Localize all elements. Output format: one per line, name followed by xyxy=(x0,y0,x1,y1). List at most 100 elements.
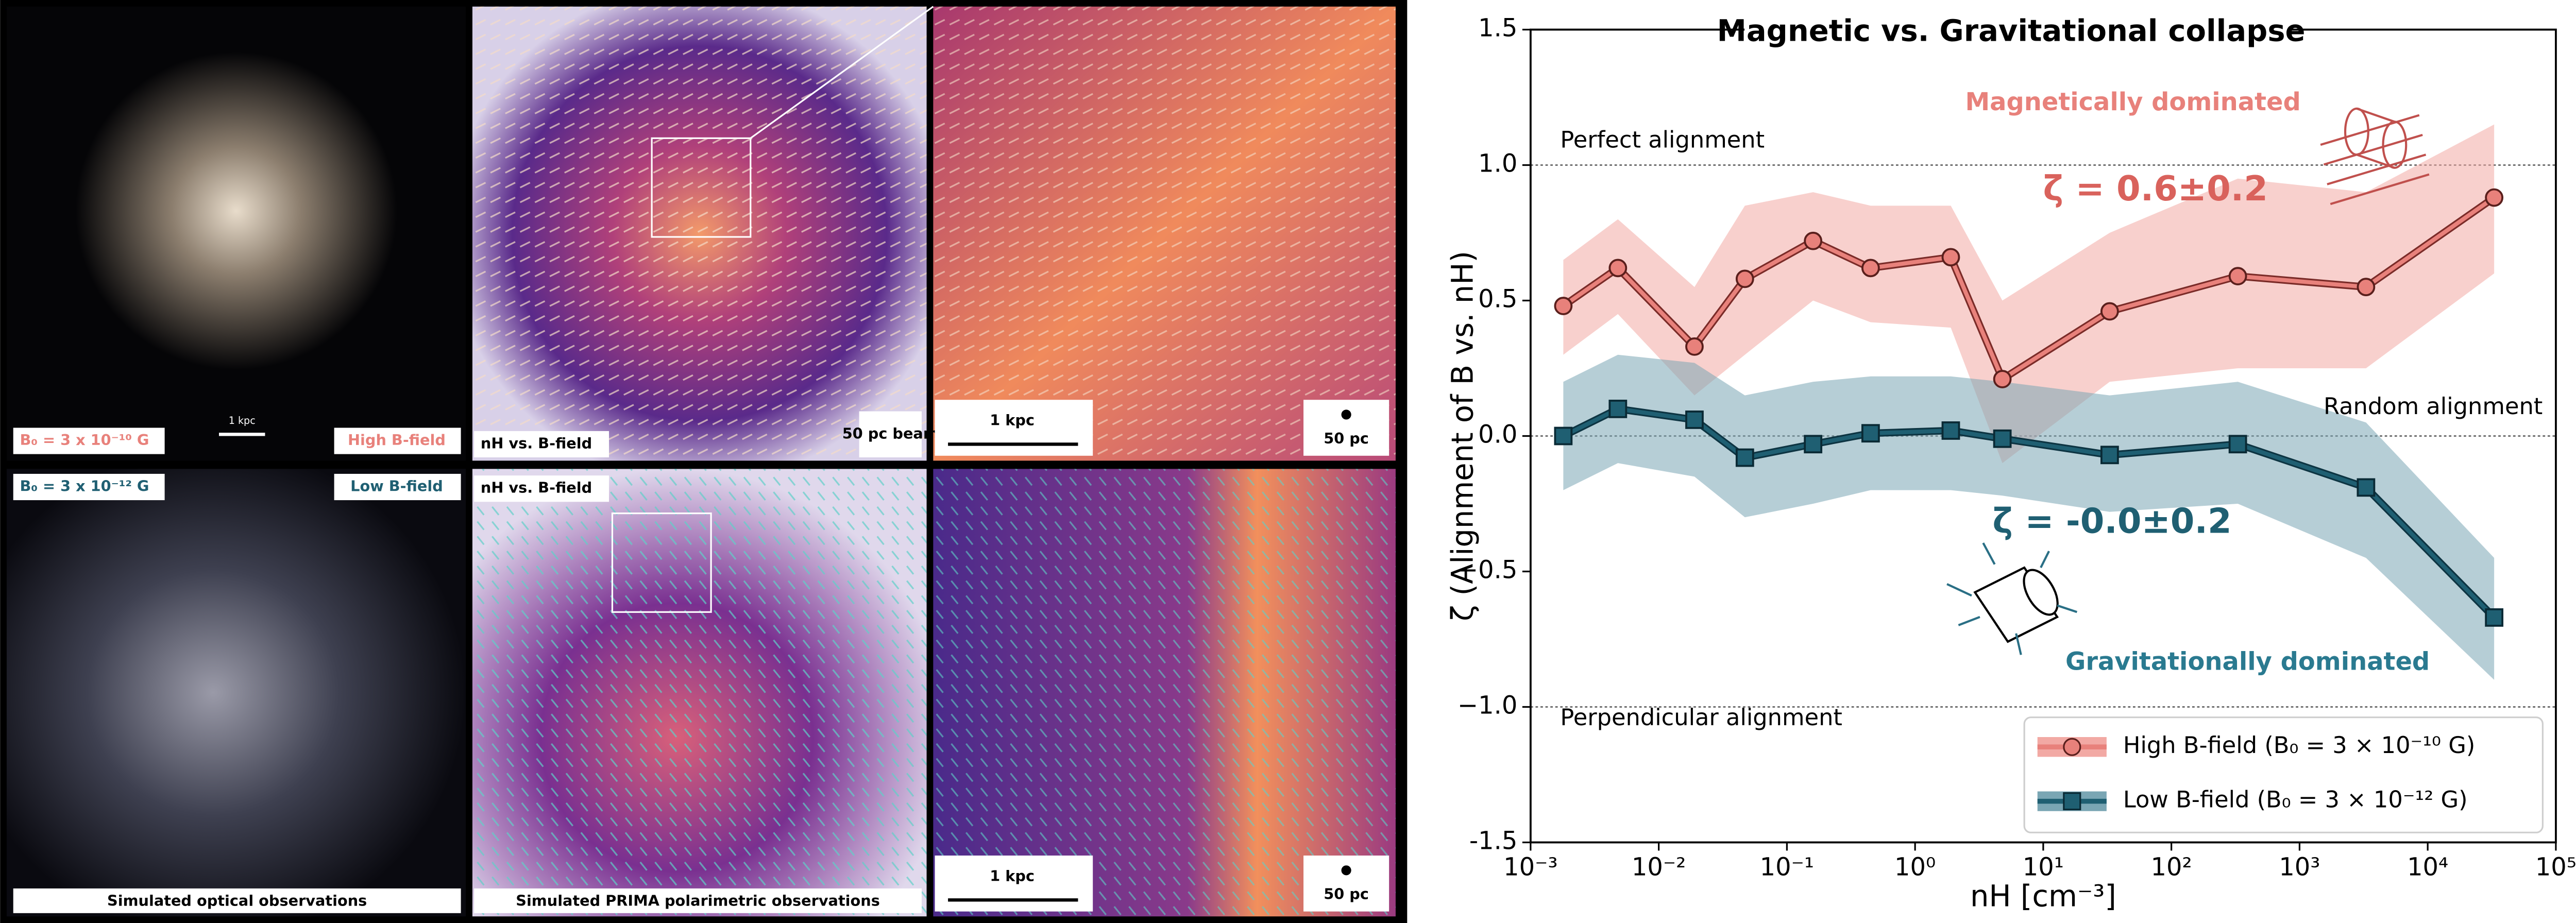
zoom-connector xyxy=(750,6,934,139)
label-box xyxy=(1303,400,1389,456)
polarization-vectors xyxy=(933,469,1396,917)
panel-caption: Simulated optical observations xyxy=(107,892,367,909)
polarization-vectors xyxy=(472,6,927,461)
title-background xyxy=(1744,13,2288,53)
data-point xyxy=(1861,259,1880,278)
label-box xyxy=(13,888,461,913)
data-point xyxy=(1554,426,1573,446)
panel-label: Low B-field xyxy=(350,477,443,495)
optical-image-low xyxy=(6,469,466,917)
label-box xyxy=(935,856,1093,912)
x-tick-label: 10² xyxy=(2151,853,2192,882)
data-point xyxy=(1608,259,1628,278)
legend-box xyxy=(2023,716,2544,833)
label-box xyxy=(935,400,1093,456)
label-box xyxy=(13,473,165,501)
x-tick-label: 10⁴ xyxy=(2407,853,2448,882)
beam-dot xyxy=(1341,409,1351,420)
panel-label: nH vs. B-field xyxy=(481,434,592,452)
scale-label: 1 kpc xyxy=(990,412,1035,429)
y-tick-label: 0.5 xyxy=(1478,285,1517,313)
annotation: ζ = -0.0±0.2 xyxy=(1992,501,2231,541)
confidence-band xyxy=(1563,354,2495,680)
label-box xyxy=(334,473,461,501)
chart: -1.5 −1.0 −0.5 0.0 0.5 1.0 1.5 10⁻³ 10⁻² 10⁻¹ 10⁰ 1… xyxy=(1446,13,2576,914)
panel-label: B₀ = 3 x 10⁻¹² G xyxy=(20,477,149,495)
panel-label: High B-field xyxy=(348,431,446,449)
y-tick-label: 1.0 xyxy=(1478,149,1517,178)
data-point xyxy=(1941,421,1960,440)
panel-label: B₀ = 3 x 10⁻¹⁰ G xyxy=(20,431,149,449)
y-tick-label: 1.5 xyxy=(1478,14,1517,42)
beam-label: 50 pc xyxy=(1324,885,1369,903)
data-point xyxy=(2228,435,2247,454)
legend-marker xyxy=(2063,738,2081,756)
data-point xyxy=(1685,411,1704,429)
data-point xyxy=(1735,269,1754,288)
chart-title: Magnetic vs. Gravitational collapse xyxy=(1717,14,2306,48)
beam-label: 50 pc xyxy=(1324,430,1369,447)
x-tick-label: 10⁻³ xyxy=(1503,853,1557,882)
panel-label: nH vs. B-field xyxy=(481,479,592,497)
cylinder-magnetic xyxy=(2320,107,2430,206)
annotation: Perpendicular alignment xyxy=(1560,704,1842,731)
legend-label: Low B-field (B₀ = 3 × 10⁻¹² G) xyxy=(2123,786,2468,813)
data-point xyxy=(1804,435,1823,454)
beam-label: 50 pc beam xyxy=(842,424,939,442)
scale-label: 1 kpc xyxy=(990,867,1035,885)
series-line xyxy=(1562,406,2496,619)
data-point xyxy=(2100,302,2119,321)
label-box xyxy=(13,428,165,454)
scale-label: 1 kpc xyxy=(229,415,256,426)
data-point xyxy=(1735,448,1754,467)
y-tick-label: −1.0 xyxy=(1458,691,1517,720)
series-line xyxy=(1562,196,2496,382)
label-box xyxy=(474,475,609,502)
legend-label: High B-field (B₀ = 3 × 10⁻¹⁰ G) xyxy=(2123,731,2476,759)
label-box xyxy=(334,428,461,454)
optical-image-high xyxy=(6,6,466,461)
data-point xyxy=(1554,297,1573,315)
annotation: Perfect alignment xyxy=(1560,126,1765,153)
cylinder-gravitational xyxy=(1946,542,2078,655)
data-point xyxy=(1993,370,2012,388)
annotation: Magnetically dominated xyxy=(1965,88,2300,116)
polarization-vectors xyxy=(933,6,1396,461)
data-point xyxy=(1861,424,1880,443)
beam-dot xyxy=(1341,865,1351,876)
x-tick-label: 10³ xyxy=(2279,853,2320,882)
data-point xyxy=(2485,188,2504,207)
data-point xyxy=(2485,608,2504,627)
label-box xyxy=(859,411,922,458)
data-point xyxy=(2100,446,2119,465)
polarization-vectors xyxy=(472,469,927,917)
zoom-box xyxy=(651,137,752,238)
data-point xyxy=(2357,478,2376,497)
data-point xyxy=(2228,267,2247,286)
label-box xyxy=(474,888,922,913)
legend-marker xyxy=(2063,792,2081,811)
data-point xyxy=(1685,337,1704,356)
label-box xyxy=(1303,856,1389,912)
data-point xyxy=(1941,248,1960,267)
annotation: Random alignment xyxy=(2324,392,2543,420)
annotation: Gravitationally dominated xyxy=(2065,647,2430,676)
x-tick-label: 10⁻¹ xyxy=(1760,853,1814,882)
zoom-box xyxy=(611,512,712,613)
x-axis-label: nH [cm⁻³] xyxy=(1970,879,2116,914)
y-tick-label: −0.5 xyxy=(1458,556,1517,584)
x-tick-label: 10⁻² xyxy=(1632,853,1686,882)
data-point xyxy=(2357,278,2376,297)
x-tick-label: 10⁰ xyxy=(1894,853,1936,882)
y-axis-label: ζ (Alignment of B vs. nH) xyxy=(1446,251,1480,621)
x-tick-label: 10¹ xyxy=(2023,853,2064,882)
x-tick-label: 10⁵ xyxy=(2535,853,2576,882)
label-box xyxy=(474,431,609,458)
data-point xyxy=(1993,429,2012,448)
panel-caption: Simulated PRIMA polarimetric observation… xyxy=(516,892,880,909)
y-tick-label: -1.5 xyxy=(1469,827,1517,855)
annotation: ζ = 0.6±0.2 xyxy=(2043,168,2268,209)
data-point xyxy=(1804,231,1823,250)
